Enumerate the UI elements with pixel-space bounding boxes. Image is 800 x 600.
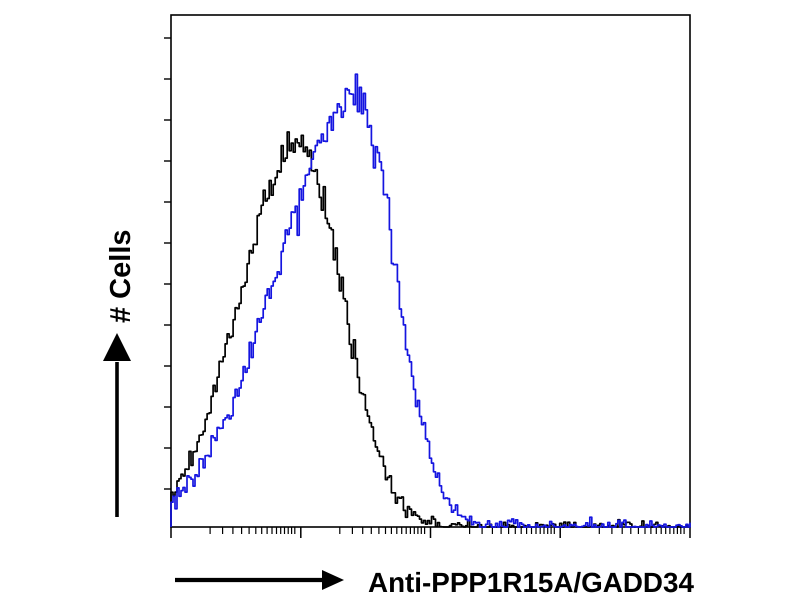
svg-text:Anti-PPP1R15A/GADD34: Anti-PPP1R15A/GADD34 xyxy=(368,567,694,598)
svg-text:# Cells: # Cells xyxy=(105,230,137,324)
